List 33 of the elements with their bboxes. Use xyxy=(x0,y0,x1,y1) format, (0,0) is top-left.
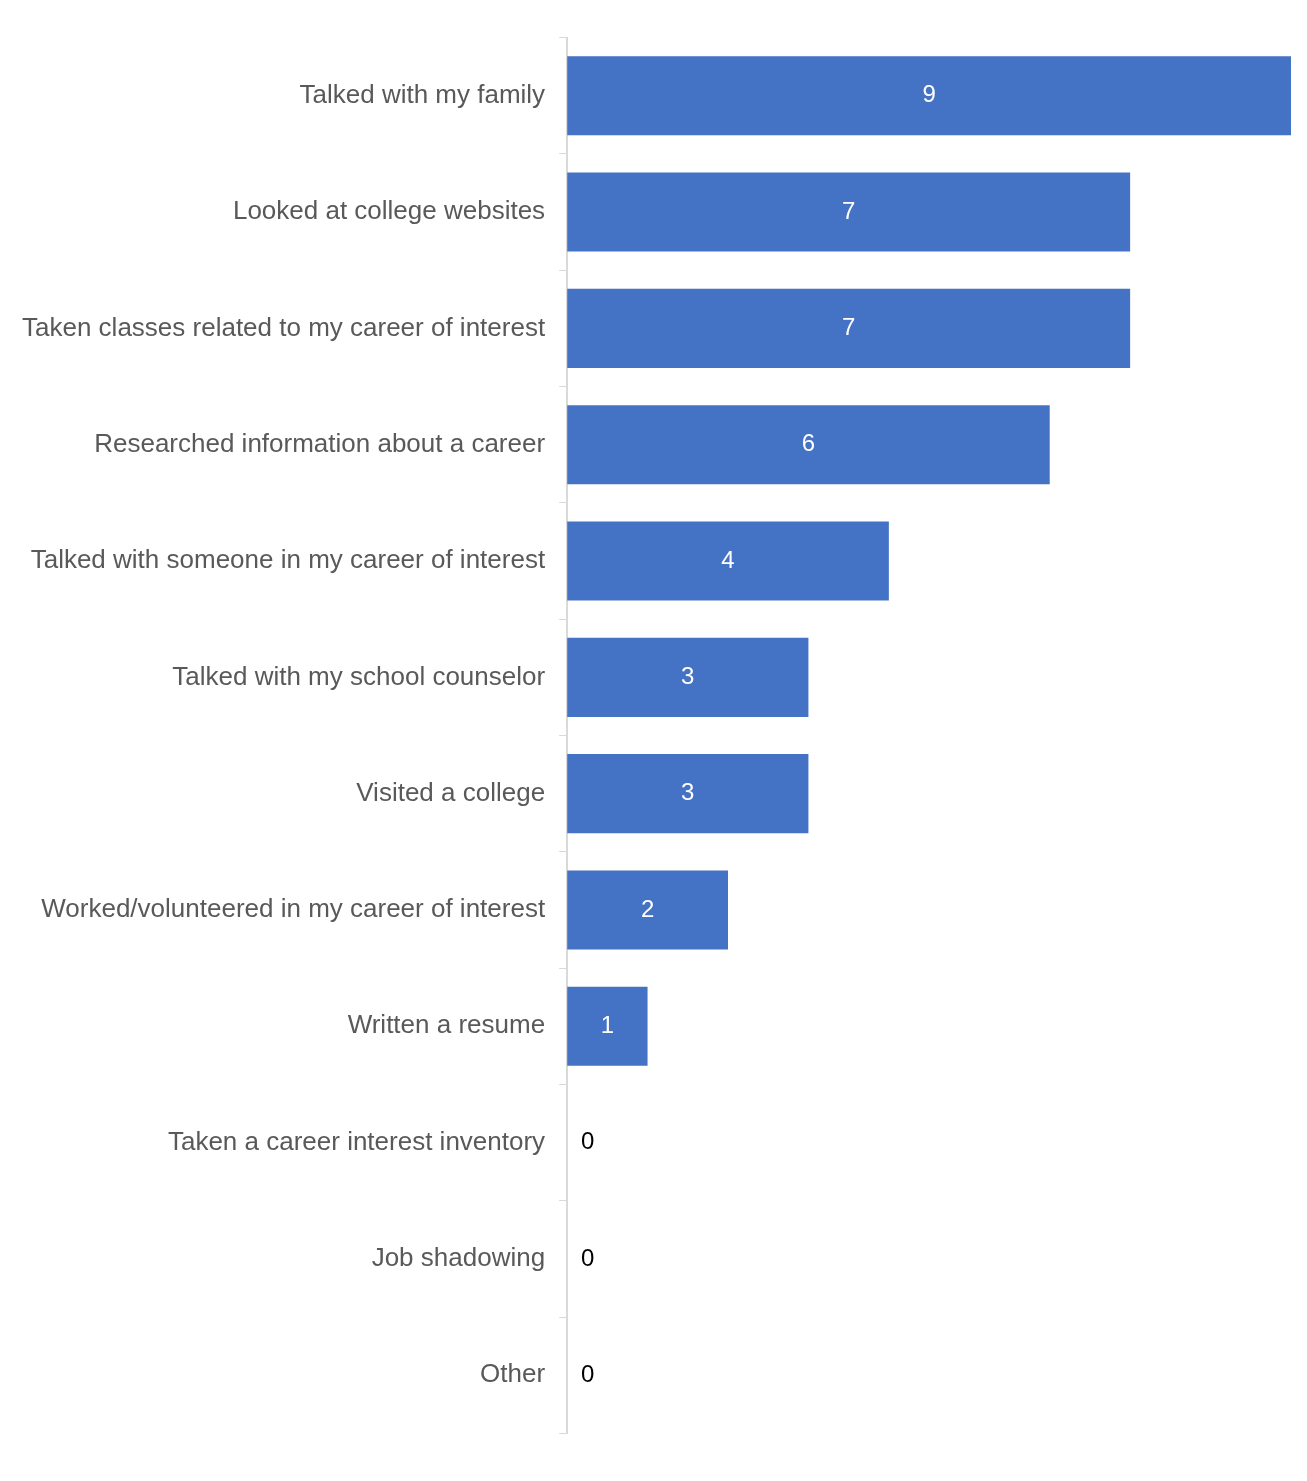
y-tick-label: Talked with someone in my career of interest xyxy=(30,544,546,575)
data-label: 3 xyxy=(681,661,695,689)
data-label: 3 xyxy=(681,778,695,806)
y-tick-label: Talked with my school counselor xyxy=(172,660,546,691)
data-label: 7 xyxy=(841,313,856,341)
data-label: 0 xyxy=(581,1243,595,1271)
bar xyxy=(567,521,889,601)
bar xyxy=(567,405,1050,485)
y-tick-label: Looked at college websites xyxy=(232,195,546,226)
data-label: 7 xyxy=(841,196,856,224)
y-tick-label: Job shadowing xyxy=(371,1242,546,1273)
bar xyxy=(567,986,648,1066)
bar xyxy=(567,56,1291,136)
data-label: 2 xyxy=(640,894,655,922)
y-tick-label: Written a resume xyxy=(347,1009,546,1040)
data-label: 6 xyxy=(801,429,816,457)
y-tick-label: Talked with my family xyxy=(299,78,546,109)
y-tick-label: Taken classes related to my career of interest xyxy=(22,311,546,342)
y-tick-label: Worked/volunteered in my career of interest xyxy=(41,893,546,924)
data-label: 1 xyxy=(600,1010,615,1038)
bar xyxy=(567,754,809,834)
bar xyxy=(567,637,809,717)
data-label: 0 xyxy=(581,1359,595,1387)
data-label: 0 xyxy=(581,1127,595,1155)
bar xyxy=(567,172,1131,252)
data-label: 4 xyxy=(721,545,735,573)
y-tick-label: Other xyxy=(480,1358,546,1389)
bar xyxy=(567,288,1131,368)
y-tick-label: Researched information about a career xyxy=(94,427,546,458)
data-label: 9 xyxy=(922,80,936,108)
y-tick-label: Taken a career interest inventory xyxy=(167,1125,546,1156)
bar xyxy=(567,870,728,950)
y-tick-label: Visited a college xyxy=(356,776,546,807)
